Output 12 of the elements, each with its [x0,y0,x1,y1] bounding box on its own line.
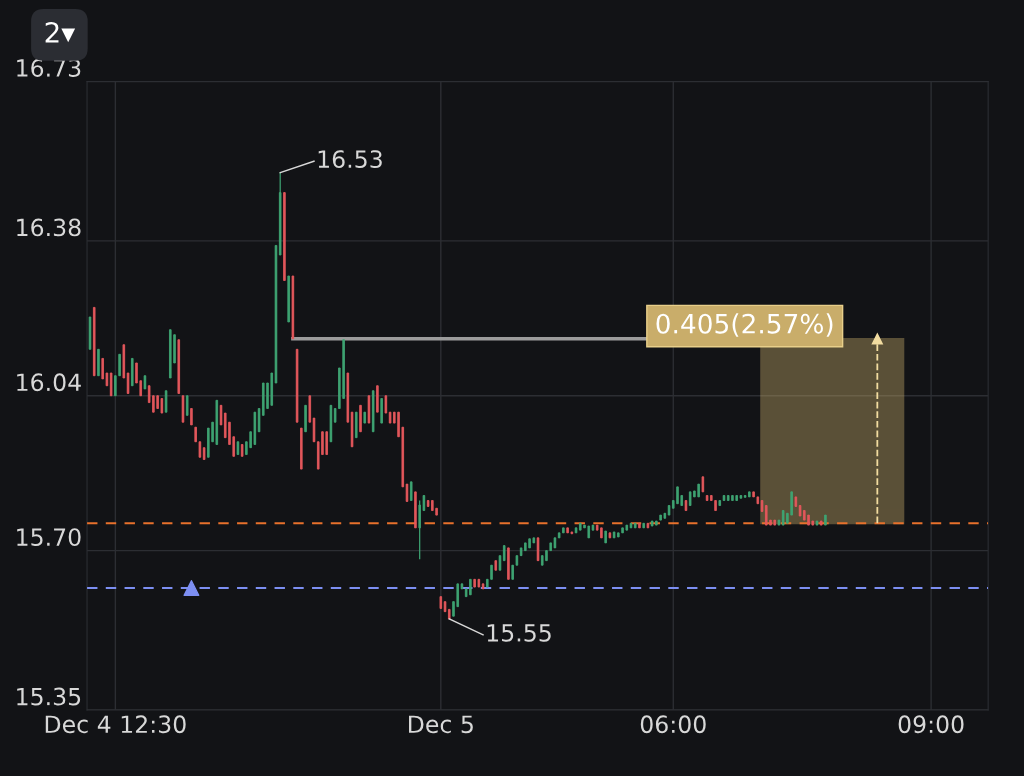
x-tick-label: 06:00 [640,715,706,734]
x-tick-label: Dec 4 12:30 [45,715,186,734]
text: 2▾ [45,21,76,43]
band-label: 0.405(2.57%) [656,313,833,337]
annotation: 15.55 [487,624,551,642]
x-tick-label: Dec 5 [409,715,473,734]
y-tick-label: 15.35 [17,687,81,706]
x-tick-label: 09:00 [898,715,964,734]
y-tick-label: 16.04 [17,373,81,392]
y-tick-label: 15.70 [17,528,81,547]
annotation: 16.53 [318,150,382,169]
y-tick-label: 16.38 [17,218,81,237]
